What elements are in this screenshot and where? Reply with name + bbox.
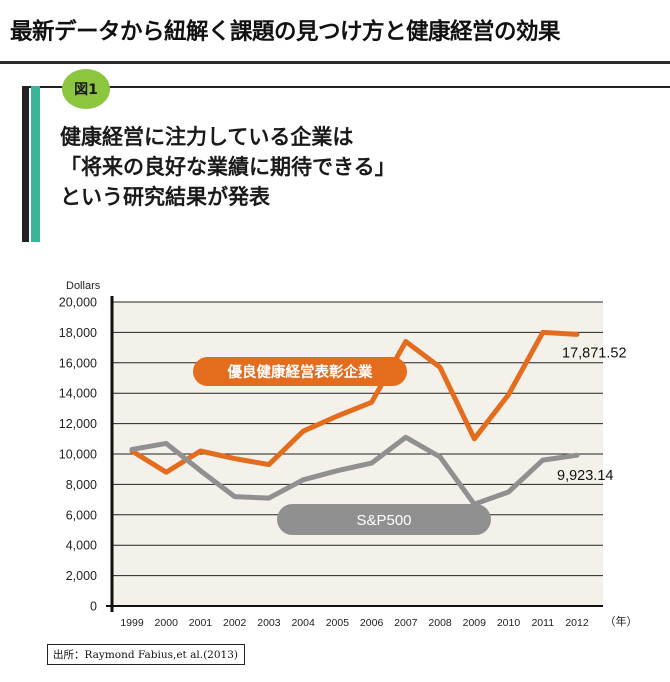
x-tick-label: 2004 <box>291 617 315 629</box>
x-tick-label: 2008 <box>428 617 452 629</box>
y-tick-label: 18,000 <box>59 326 97 340</box>
page-title: 最新データから紐解く課題の見つけ方と健康経営の効果 <box>10 19 561 45</box>
x-tick-label: 2000 <box>155 617 179 629</box>
figure-top-rule <box>22 86 670 88</box>
y-tick-label: 8,000 <box>66 478 97 492</box>
x-unit-label: （年） <box>605 614 638 628</box>
line-chart: 0 2,000 4,000 6,000 8,000 10,000 12,000 14,000 1… <box>59 280 638 629</box>
x-tick-label: 2009 <box>463 617 487 629</box>
figure-badge: 図1 <box>62 69 110 109</box>
x-tick-label: 2007 <box>394 617 418 629</box>
end-label-series-1: 17,871.52 <box>562 345 627 361</box>
title-rule <box>0 61 670 64</box>
y-tick-label: 20,000 <box>59 296 97 310</box>
x-tick-label: 2011 <box>531 617 554 629</box>
legend-pill-series-1 <box>193 357 407 386</box>
series-line-1 <box>129 329 580 475</box>
end-label-series-2: 9,923.14 <box>557 468 613 484</box>
x-tick-label: 2006 <box>360 617 384 629</box>
x-tick-label: 1999 <box>120 617 144 629</box>
legend-pill-series-2 <box>277 504 491 535</box>
y-tick-label: 16,000 <box>59 356 97 370</box>
source-note: 出所：Raymond Fabius,et al.(2013) <box>47 644 245 665</box>
y-tick-label: 4,000 <box>66 539 97 553</box>
headline-line-3: という研究結果が発表 <box>60 185 270 209</box>
x-tick-label: 2001 <box>189 617 213 629</box>
x-tick-label: 2002 <box>223 617 247 629</box>
x-tick-label: 2005 <box>326 617 350 629</box>
y-tick-label: 6,000 <box>66 508 97 522</box>
headline-line-2: 「将来の良好な業績に期待できる」 <box>60 155 396 179</box>
legend-label-series-1: 優良健康経営表彰企業 <box>227 363 373 381</box>
accent-bar-dark <box>22 86 29 242</box>
y-tick-label: 14,000 <box>59 387 97 401</box>
y-tick-label: 10,000 <box>59 448 97 462</box>
x-tick-label: 2003 <box>257 617 281 629</box>
y-tick-label: 0 <box>90 600 97 614</box>
headline: 健康経営に注力している企業は 「将来の良好な業績に期待できる」 という研究結果が… <box>60 122 396 212</box>
series-line-2 <box>129 434 580 507</box>
legend-label-series-2: S&P500 <box>356 512 411 529</box>
x-tick-label: 2010 <box>497 617 521 629</box>
accent-bar-teal <box>31 86 40 242</box>
x-tick-label: 2012 <box>565 617 589 629</box>
y-tick-label: 2,000 <box>66 569 97 583</box>
headline-line-1: 健康経営に注力している企業は <box>60 125 354 149</box>
y-tick-label: 12,000 <box>59 417 97 431</box>
y-axis-label: Dollars <box>66 280 101 292</box>
